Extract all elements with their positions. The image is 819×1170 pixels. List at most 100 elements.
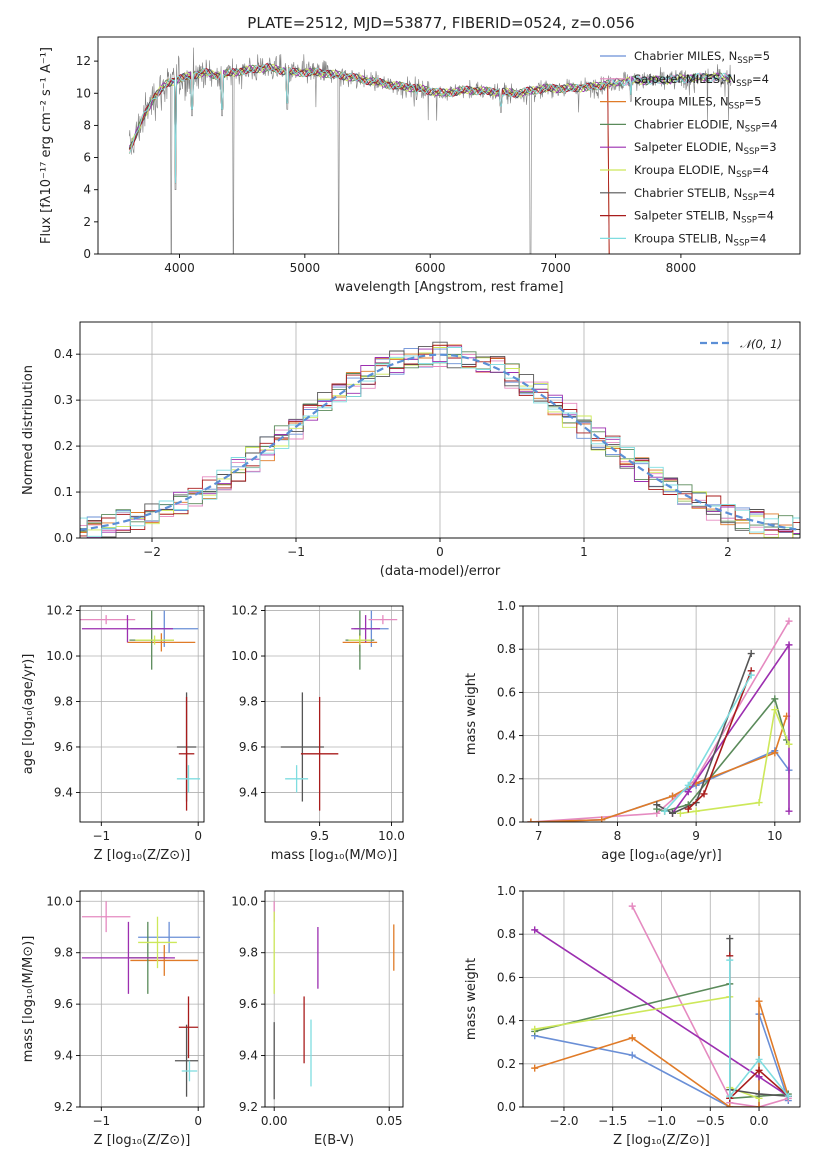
y-tick-label: 9.4 — [54, 785, 73, 799]
x-tick-label: 0 — [194, 829, 202, 843]
series-marker — [653, 801, 661, 809]
y-tick-label: 9.8 — [54, 694, 73, 708]
x-tick-label: −2.0 — [549, 1114, 578, 1128]
y-tick-label: 0.3 — [54, 393, 73, 407]
y-tick-label: 0.8 — [497, 927, 516, 941]
normal-distribution-curve — [80, 353, 800, 531]
series-marker — [684, 805, 692, 813]
plot-frame — [522, 605, 801, 823]
y-tick-label: 0.2 — [497, 772, 516, 786]
x-tick-label: −0.5 — [696, 1114, 725, 1128]
y-axis-label: mass weight — [464, 958, 479, 1040]
legend-entry: Chabrier STELIB, NSSP=4 — [634, 186, 775, 203]
y-tick-label: 4 — [83, 183, 91, 197]
legend-entry: Kroupa ELODIE, NSSP=4 — [634, 163, 769, 180]
y-axis-label: Flux [fλ10⁻¹⁷ erg cm⁻² s⁻¹ A⁻¹] — [39, 47, 54, 244]
series-line-salpeter-elodie — [671, 642, 790, 814]
legend-entry: Kroupa STELIB, NSSP=4 — [634, 231, 766, 248]
y-tick-label: 0.2 — [497, 1057, 516, 1071]
y-tick-label: 9.6 — [239, 740, 258, 754]
mass-weight-vs-age-panel: 7 8 9 10 0.0 0.2 0.4 0.6 0.8 1.0 age [log₁₀(age/yr… — [464, 599, 801, 863]
series-marker — [755, 1066, 763, 1074]
y-tick-label: 0.1 — [54, 485, 73, 499]
x-axis-label: mass [log₁₀(M/M⊙)] — [271, 848, 398, 863]
x-tick-label: −1 — [92, 1114, 110, 1128]
model-line-salpeter-stelib — [128, 63, 610, 254]
series-marker — [785, 617, 793, 625]
series-marker — [661, 807, 669, 815]
legend-entry: Chabrier MILES, NSSP=5 — [634, 49, 770, 66]
x-axis-label: Z [log₁₀(Z/Z⊙)] — [94, 848, 191, 863]
series-line-salpeter-miles — [530, 620, 790, 822]
series-marker — [692, 807, 700, 815]
y-tick-label: 0.0 — [54, 531, 73, 545]
histogram-chabrier-elodie — [80, 351, 800, 535]
legend-entry: Salpeter STELIB, NSSP=4 — [634, 209, 774, 226]
x-tick-label: 0.05 — [376, 1114, 403, 1128]
y-tick-label: 9.8 — [239, 694, 258, 708]
mass-vs-Z-panel: −1 0 9.2 9.4 9.6 9.8 10.0 Z [log₁₀(Z/Z⊙)] mass [… — [21, 890, 205, 1148]
y-tick-label: 10 — [76, 86, 91, 100]
y-tick-label: 2 — [83, 215, 91, 229]
legend-entry: Kroupa MILES, NSSP=5 — [634, 95, 761, 112]
series-marker — [669, 792, 677, 800]
plot-frame — [264, 890, 404, 1108]
x-tick-label: 0 — [194, 1114, 202, 1128]
y-tick-label: 10.0 — [231, 649, 258, 663]
y-tick-label: 9.4 — [239, 1049, 258, 1063]
series-marker — [771, 706, 779, 714]
series-marker — [771, 749, 779, 757]
y-tick-label: 9.6 — [54, 740, 73, 754]
x-tick-label: 5000 — [290, 261, 321, 275]
series-marker — [755, 799, 763, 807]
plot-frame — [79, 321, 801, 539]
series-marker — [527, 818, 535, 822]
y-tick-label: 9.2 — [54, 1100, 73, 1114]
series-marker — [755, 1090, 763, 1098]
plot-frame — [97, 36, 801, 255]
x-tick-label: −2 — [143, 545, 161, 559]
series-marker — [684, 788, 692, 796]
y-tick-label: 0.4 — [54, 347, 73, 361]
series-marker — [747, 650, 755, 658]
spectrum-legend: Chabrier MILES, NSSP=5 Salpeter MILES, NS… — [600, 49, 778, 248]
series-marker — [785, 641, 793, 649]
x-tick-label: 2 — [724, 545, 732, 559]
mass-weight-vs-Z-panel: −2.0 −1.5 −1.0 −0.5 0.0 0.0 0.2 0.4 0.6 0.8 1.0 Z [… — [464, 884, 801, 1148]
series-marker — [684, 781, 692, 789]
x-tick-label: −1.5 — [598, 1114, 627, 1128]
residuals-panel: −2 −1 0 1 2 0.0 0.1 0.2 0.3 0.4 (data-model)/error… — [21, 321, 801, 579]
y-tick-label: 0.2 — [54, 439, 73, 453]
x-tick-label: 10 — [767, 829, 782, 843]
ebv-panel: 0.00 0.05 9.2 9.4 9.6 9.8 10.0 E(B-V) — [231, 890, 404, 1148]
x-tick-label: 1 — [580, 545, 588, 559]
x-tick-label: 8 — [614, 829, 622, 843]
y-tick-label: 9.2 — [239, 1100, 258, 1114]
x-tick-label: 7 — [535, 829, 543, 843]
series-marker — [531, 1064, 539, 1072]
series-marker — [755, 1103, 763, 1107]
series-marker — [669, 809, 677, 817]
y-tick-label: 10.0 — [46, 894, 73, 908]
histogram-chabrier-stelib — [80, 341, 800, 538]
spectrum-panel: 4000 5000 6000 7000 8000 0 2 4 6 8 10 12 wavelength … — [39, 36, 801, 295]
y-axis-label: age [log₁₀(age/yr)] — [21, 654, 36, 775]
x-tick-label: 0.0 — [749, 1114, 768, 1128]
plot-frame — [79, 890, 205, 1108]
y-axis-label: mass weight — [464, 673, 479, 755]
age-vs-mass-panel: 9.5 10.0 9.4 9.6 9.8 10.0 10.2 mass [log₁₀(M/M⊙… — [231, 604, 405, 863]
y-tick-label: 10.2 — [46, 604, 73, 618]
plot-frame — [522, 890, 801, 1108]
y-tick-label: 0.4 — [497, 1014, 516, 1028]
series-marker — [531, 1025, 539, 1033]
series-marker — [747, 671, 755, 679]
y-tick-label: 0.0 — [497, 815, 516, 829]
x-axis-label: E(B-V) — [314, 1133, 354, 1148]
y-tick-label: 0.6 — [497, 685, 516, 699]
series-marker — [771, 695, 779, 703]
y-tick-label: 8 — [83, 118, 91, 132]
x-axis-label: age [log₁₀(age/yr)] — [601, 848, 722, 863]
series-line-chabrier-stelib — [656, 653, 752, 815]
series-marker — [598, 816, 606, 822]
